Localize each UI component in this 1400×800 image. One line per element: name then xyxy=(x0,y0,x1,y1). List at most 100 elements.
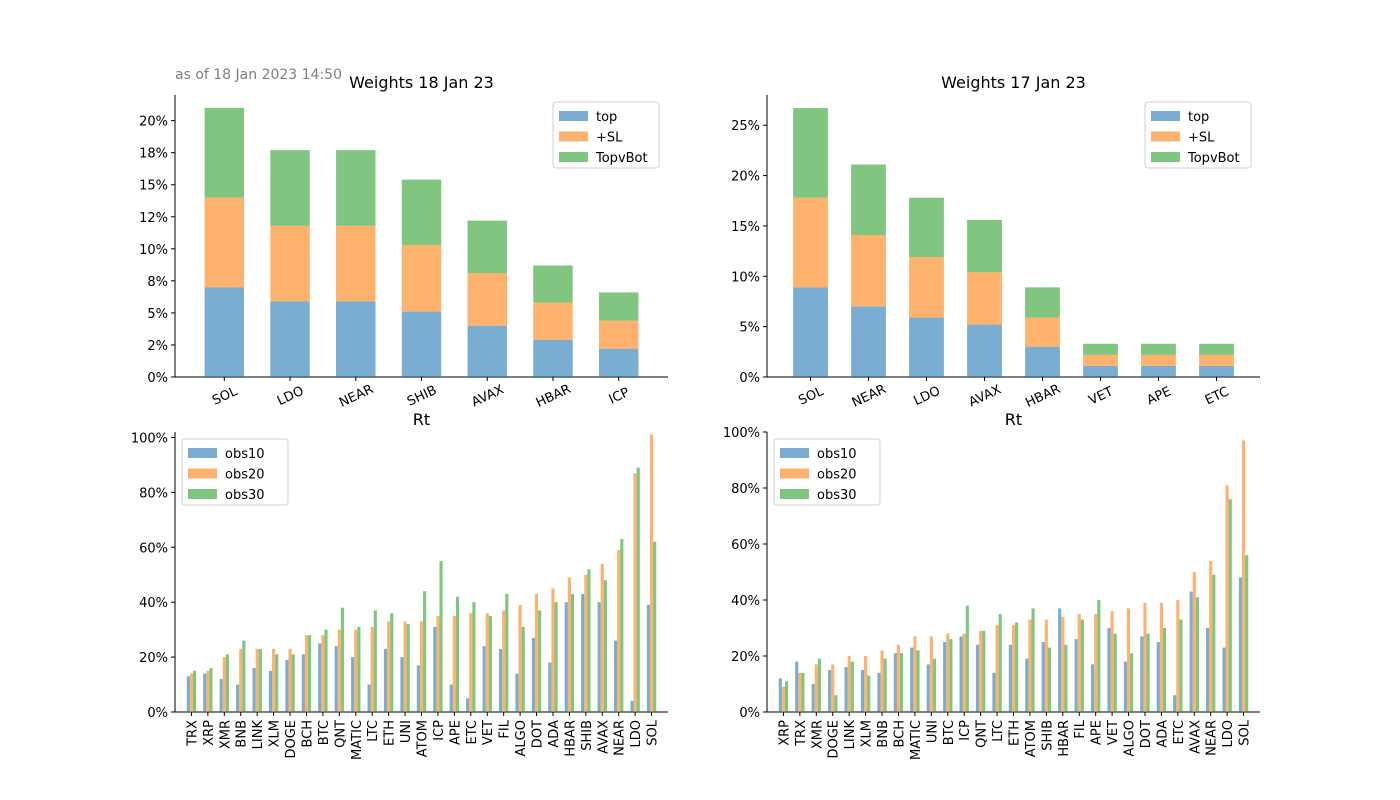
bar-obs30-APE xyxy=(455,596,460,712)
y-tick-label: 40% xyxy=(139,596,168,611)
y-tick-label: 10% xyxy=(139,243,168,258)
x-tick-label: XRP xyxy=(202,720,217,746)
y-tick-label: 12% xyxy=(139,211,168,226)
bar-obs30-SHIB xyxy=(587,569,591,712)
bar-top-SOL xyxy=(204,287,245,377)
bar-obs20-ICP xyxy=(436,615,440,712)
bar-obs10-XLM xyxy=(860,670,865,712)
bar-obs20-DOGE xyxy=(288,648,292,712)
bar-obs20-ATOM xyxy=(419,621,424,712)
bar-obs30-SHIB xyxy=(1047,647,1052,712)
bar-obs30-HBAR xyxy=(1064,644,1068,712)
bar-obs10-BTC xyxy=(318,643,322,712)
bar-top-LDO xyxy=(909,317,944,377)
x-tick-label: AVAX xyxy=(967,382,1004,410)
y-tick-label: 20% xyxy=(139,651,168,666)
bar-obs10-FIL xyxy=(498,648,503,712)
bar-TopvBot-SHIB xyxy=(401,179,442,245)
bar-obs20-ETH xyxy=(1011,625,1016,712)
y-tick-label: 2% xyxy=(147,339,168,354)
bar-+SL-ETC xyxy=(1199,354,1234,366)
bar-obs20-LDO xyxy=(1225,485,1229,712)
legend: obs10 obs20 obs30 xyxy=(773,438,881,506)
bar-+SL-AVAX xyxy=(967,272,1002,325)
x-tick-label: AVAX xyxy=(1188,720,1203,754)
bar-obs30-ETH xyxy=(390,613,394,712)
bar-TopvBot-NEAR xyxy=(851,164,886,235)
bar-obs30-BCH xyxy=(308,635,312,712)
bar-obs20-BTC xyxy=(946,633,950,712)
bar-obs10-BCH xyxy=(301,654,305,712)
bar-obs10-XMR xyxy=(219,679,223,712)
bar-+SL-HBAR xyxy=(1025,317,1060,347)
x-tick-label: ATOM xyxy=(416,720,431,757)
bar-TopvBot-AVAX xyxy=(467,220,507,274)
bar-obs30-LINK xyxy=(850,661,854,712)
legend-swatch xyxy=(780,448,809,458)
x-tick-label: MATIC xyxy=(909,720,924,760)
bar-obs20-BNB xyxy=(239,648,243,712)
bar-top-HBAR xyxy=(533,339,573,377)
x-tick-label: ALGO xyxy=(514,720,529,756)
bar-obs30-NEAR xyxy=(1212,574,1216,712)
y-tick-label: 0% xyxy=(147,706,168,721)
bar-obs30-VET xyxy=(1113,633,1117,712)
x-tick-label: DOGE xyxy=(827,720,842,759)
bar-obs20-HBAR xyxy=(567,577,571,712)
x-tick-label: VET xyxy=(1106,720,1121,745)
bar-obs10-XLM xyxy=(268,670,273,712)
bar-obs20-BTC xyxy=(321,635,325,712)
legend-swatch xyxy=(188,489,217,499)
x-tick-label: SHIB xyxy=(1040,720,1055,751)
bar-obs30-QNT xyxy=(340,607,345,712)
bar-obs10-SOL xyxy=(1238,577,1243,712)
legend-label: TopvBot xyxy=(595,151,648,166)
bar-top-SHIB xyxy=(401,311,442,377)
x-tick-label: LINK xyxy=(251,720,266,750)
x-tick-label: APE xyxy=(1090,720,1105,745)
bar-obs30-DOGE xyxy=(834,695,838,712)
bar-obs10-MATIC xyxy=(351,657,355,712)
bar-obs30-LDO xyxy=(636,467,640,712)
bar-obs20-FIL xyxy=(1077,614,1081,712)
bar-obs30-NEAR xyxy=(620,539,624,712)
bar-TopvBot-ETC xyxy=(1199,343,1234,355)
bar-obs30-ETC xyxy=(1179,619,1183,712)
x-tick-label: ADA xyxy=(1155,720,1170,748)
bar-obs10-ADA xyxy=(1156,642,1160,712)
bar-obs10-ALGO xyxy=(1123,661,1127,712)
y-tick-label: 40% xyxy=(731,594,760,609)
y-tick-label: 20% xyxy=(731,170,760,185)
bar-obs30-BNB xyxy=(883,658,887,712)
chart-title: Weights 18 Jan 23 xyxy=(349,73,494,92)
bar-obs20-TRX xyxy=(798,672,802,712)
bar-obs10-SOL xyxy=(646,604,651,712)
bar-obs10-ALGO xyxy=(515,673,519,712)
bar-TopvBot-ICP xyxy=(598,292,639,321)
bar-obs30-XLM xyxy=(275,654,279,712)
x-tick-label: HBAR xyxy=(534,382,574,411)
x-tick-label: DOGE xyxy=(284,720,299,759)
legend-swatch xyxy=(780,468,809,479)
weights-chart-right: 0% 5% 10% 15% 20% 25% Weights 17 Jan 23 SOL NEAR… xyxy=(731,73,1260,411)
bar-top-NEAR xyxy=(851,306,886,377)
y-tick-label: 100% xyxy=(131,431,168,446)
bar-obs10-BNB xyxy=(236,684,240,712)
legend-label: TopvBot xyxy=(1187,151,1240,166)
bar-obs20-LINK xyxy=(847,656,851,712)
bar-obs20-XLM xyxy=(272,648,276,712)
bar-obs30-UNI xyxy=(932,658,937,712)
bar-obs10-LTC xyxy=(367,684,371,712)
bar-obs10-XRP xyxy=(778,678,782,712)
bar-obs30-AVAX xyxy=(603,580,607,712)
bar-obs20-UNI xyxy=(403,621,407,712)
bar-obs20-QNT xyxy=(979,630,983,712)
bar-obs30-ETH xyxy=(1015,622,1019,712)
x-tick-label: SOL xyxy=(646,719,661,745)
bar-obs10-UNI xyxy=(926,664,930,712)
bar-obs30-SOL xyxy=(1245,555,1249,712)
bar-obs30-FIL xyxy=(1080,619,1084,712)
bar-obs30-BTC xyxy=(949,639,953,712)
legend-label: obs20 xyxy=(225,468,265,483)
x-tick-label: QNT xyxy=(975,720,990,748)
